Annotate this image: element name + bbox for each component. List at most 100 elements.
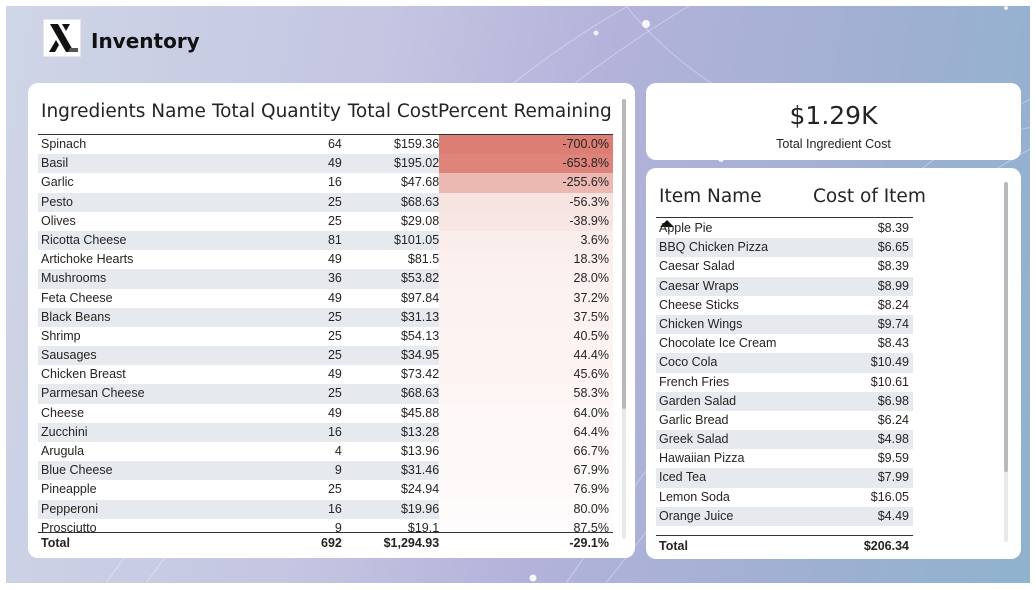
ingredient-name-cell: Zucchini [41, 424, 88, 439]
item-cost-cell: $6.65 [877, 240, 909, 255]
cost-cell: $31.13 [400, 309, 440, 324]
items-scrollbar[interactable] [1004, 182, 1008, 542]
percent-remaining-cell: -56.3% [439, 192, 613, 212]
percent-remaining-cell: -38.9% [439, 211, 613, 231]
item-name-cell: Iced Tea [659, 470, 707, 485]
quantity-cell: 25 [327, 309, 342, 324]
ingredient-name-cell: Cheese [41, 405, 85, 420]
table-row[interactable]: Apple Pie $8.39 [656, 219, 913, 238]
table-row[interactable]: Spinach 64 $159.36 -700.0% [38, 135, 613, 155]
ingredient-name-cell: Blue Cheese [41, 463, 113, 478]
table-row[interactable]: Cheese Sticks $8.24 [656, 296, 913, 315]
table-row[interactable]: Greek Salad $4.98 [656, 430, 913, 450]
column-header-ingredients-name[interactable]: Ingredients Name [41, 101, 206, 122]
table-row[interactable]: French Fries $10.61 [656, 373, 913, 392]
table-row[interactable]: Garlic Bread $6.24 [656, 411, 913, 430]
quantity-cell: 25 [327, 386, 342, 401]
table-row[interactable]: Cheese 49 $45.88 64.0% [38, 403, 613, 423]
column-header-percent-remaining[interactable]: Percent Remaining [438, 97, 613, 144]
table-row[interactable]: Coco Cola $10.49 [656, 353, 913, 373]
items-table-body: Apple Pie $8.39 BBQ Chicken Pizza $6.65 Caes… [656, 219, 913, 531]
item-cost-cell: $9.74 [877, 316, 909, 331]
table-row[interactable]: Prosciutto 9 $19.1 87.5% [38, 518, 613, 532]
ingredient-name-cell: Garlic [41, 175, 74, 190]
items-scrollbar-thumb[interactable] [1004, 182, 1008, 472]
item-cost-cell: $6.98 [877, 393, 909, 408]
table-row[interactable]: Lemon Soda $16.05 [656, 488, 913, 507]
table-row[interactable]: Iced Tea $7.99 [656, 468, 913, 488]
table-row[interactable]: Chicken Wings $9.74 [656, 314, 913, 335]
item-name-cell: Apple Pie [659, 221, 713, 235]
item-name-cell: Greek Salad [659, 432, 729, 447]
ingredient-name-cell: Black Beans [41, 309, 111, 324]
table-row[interactable]: Hawaiian Pizza $9.59 [656, 449, 913, 468]
ingredient-name-cell: Olives [41, 213, 76, 228]
ingredients-scrollbar[interactable] [622, 99, 626, 539]
cost-cell: $13.96 [400, 444, 440, 458]
table-row[interactable]: Caesar Salad $8.39 [656, 257, 913, 276]
cost-cell: $13.28 [400, 424, 440, 439]
item-name-cell: Orange Juice [659, 508, 734, 523]
table-row[interactable]: Black Beans 25 $31.13 37.5% [38, 307, 613, 327]
item-name-cell: Chocolate Ice Cream [659, 336, 777, 351]
table-row[interactable]: Arugula 4 $13.96 66.7% [38, 442, 613, 462]
ingredient-name-cell: Artichoke Hearts [41, 252, 134, 267]
item-cost-cell: $7.99 [877, 470, 909, 485]
cost-cell: $68.63 [400, 194, 440, 209]
items-table-header: Item Name Cost of Item [656, 180, 926, 227]
percent-remaining-cell: 66.7% [439, 442, 613, 462]
cost-cell: $101.05 [394, 232, 440, 247]
ingredient-name-cell: Parmesan Cheese [41, 386, 145, 401]
table-row[interactable]: Chicken Breast 49 $73.42 45.6% [38, 365, 613, 385]
cost-cell: $31.46 [400, 463, 440, 478]
table-row[interactable]: Orange Juice $4.49 [656, 506, 913, 526]
items-table-panel: Item Name Cost of Item Apple Pie $8.39 BBQ… [646, 168, 1021, 559]
item-cost-cell: $8.43 [877, 336, 909, 351]
ingredients-scrollbar-thumb[interactable] [622, 99, 626, 409]
cost-cell: $29.08 [400, 213, 440, 228]
table-row[interactable]: Pineapple 25 $24.94 76.9% [38, 480, 613, 500]
item-cost-cell: $4.98 [877, 432, 909, 447]
table-row[interactable]: Olives 25 $29.08 -38.9% [38, 211, 613, 231]
cost-cell: $54.13 [400, 328, 440, 343]
table-row[interactable]: Garlic 16 $47.68 -255.6% [38, 173, 613, 193]
table-row[interactable]: Pepperoni 16 $19.96 80.0% [38, 499, 613, 519]
percent-remaining-cell: 37.5% [439, 307, 613, 327]
quantity-cell: 25 [327, 328, 342, 343]
table-row[interactable]: Feta Cheese 49 $97.84 37.2% [38, 288, 613, 308]
percent-remaining-cell: 28.0% [439, 269, 613, 289]
column-header-total-cost[interactable]: Total Cost [347, 101, 438, 122]
table-row[interactable]: Shrimp 25 $54.13 40.5% [38, 326, 613, 347]
total-quantity: 692 [321, 536, 342, 550]
table-row[interactable]: BBQ Chicken Pizza $6.65 [656, 238, 913, 258]
table-row[interactable]: Mushrooms 36 $53.82 28.0% [38, 269, 613, 289]
table-row[interactable]: Basil 49 $195.02 -653.8% [38, 154, 613, 174]
column-header-total-quantity[interactable]: Total Quantity [211, 101, 341, 122]
percent-remaining-cell: 3.6% [439, 230, 613, 251]
quantity-cell: 49 [327, 367, 342, 382]
ingredient-name-cell: Sausages [41, 348, 97, 363]
quantity-cell: 25 [327, 213, 342, 228]
table-row[interactable]: Garden Salad $6.98 [656, 391, 913, 411]
item-name-cell: Garden Salad [659, 393, 737, 408]
column-header-cost-of-item[interactable]: Cost of Item [813, 186, 926, 207]
table-row[interactable]: Ricotta Cheese 81 $101.05 3.6% [38, 230, 613, 251]
quantity-cell: 25 [327, 482, 342, 497]
table-row[interactable]: Sausages 25 $34.95 44.4% [38, 346, 613, 366]
table-row[interactable]: Parmesan Cheese 25 $68.63 58.3% [38, 384, 613, 404]
quantity-cell: 16 [327, 424, 342, 439]
quantity-cell: 25 [327, 348, 342, 363]
cost-cell: $34.95 [400, 348, 440, 363]
ingredient-name-cell: Pineapple [41, 482, 97, 497]
cost-cell: $53.82 [400, 271, 440, 286]
cost-cell: $73.42 [400, 367, 440, 382]
item-cost-cell: $8.39 [877, 221, 909, 235]
table-row[interactable]: Pesto 25 $68.63 -56.3% [38, 192, 613, 212]
table-row[interactable]: Zucchini 16 $13.28 64.4% [38, 422, 613, 442]
table-row[interactable]: Blue Cheese 9 $31.46 67.9% [38, 461, 613, 481]
table-row[interactable]: Caesar Wraps $8.99 [656, 276, 913, 296]
column-header-item-name[interactable]: Item Name [656, 180, 813, 227]
table-row[interactable]: Artichoke Hearts 49 $81.5 18.3% [38, 250, 613, 270]
table-row[interactable]: Chocolate Ice Cream $8.43 [656, 334, 913, 353]
quantity-cell: 49 [327, 156, 342, 171]
